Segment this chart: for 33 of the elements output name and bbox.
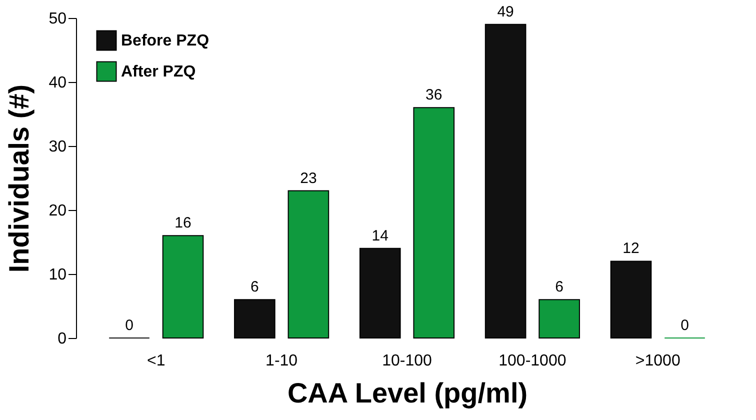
data-label: 36 [426, 86, 442, 104]
x-axis-title: CAA Level (pg/ml) [287, 378, 528, 408]
x-tick-label: 10-100 [382, 352, 432, 370]
legend-label: After PZQ [121, 64, 196, 80]
y-tick-label: 40 [48, 74, 67, 92]
x-tick-label: 1-10 [266, 352, 298, 370]
x-tick-label: <1 [147, 352, 166, 370]
bar [610, 260, 652, 338]
y-tick-label: 30 [48, 138, 67, 156]
data-label: 23 [300, 170, 317, 187]
y-axis-title: Individuals (#) [4, 84, 35, 273]
data-label: 0 [125, 317, 134, 334]
bar [162, 235, 204, 338]
bar [234, 299, 276, 338]
y-tick-label: 50 [48, 10, 67, 28]
bar [538, 299, 580, 338]
bar [413, 107, 455, 338]
data-label: 14 [372, 227, 388, 244]
data-label: 0 [680, 317, 689, 334]
bar [288, 190, 330, 338]
data-label: 49 [497, 3, 514, 20]
legend-label: Before PZQ [121, 32, 210, 50]
y-tick-label: 0 [58, 330, 67, 348]
y-tick-label: 20 [48, 202, 67, 220]
data-label: 12 [622, 240, 640, 258]
data-label: 6 [555, 278, 564, 296]
x-tick-label: 100-1000 [498, 352, 566, 370]
data-label: 6 [250, 278, 259, 296]
data-label: 16 [174, 214, 192, 232]
y-tick-label: 10 [48, 266, 67, 284]
x-tick-label: >1000 [635, 352, 680, 370]
bar [484, 24, 526, 338]
bar [359, 248, 401, 338]
